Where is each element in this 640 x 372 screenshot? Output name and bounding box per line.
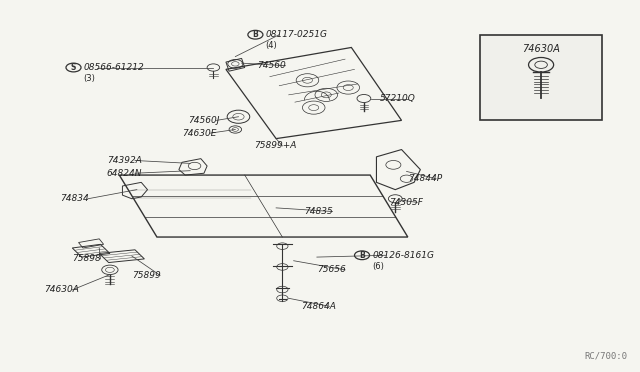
Text: 74560: 74560 (257, 61, 286, 70)
Text: 75899: 75899 (132, 271, 161, 280)
Text: 74560J: 74560J (188, 116, 220, 125)
Text: 08126-8161G: 08126-8161G (372, 251, 434, 260)
Text: RC/700:0: RC/700:0 (584, 352, 627, 361)
Text: (6): (6) (372, 262, 384, 271)
Text: S: S (71, 63, 76, 72)
Text: 74392A: 74392A (107, 156, 141, 165)
Text: 74834: 74834 (60, 194, 88, 203)
Text: 08566-61212: 08566-61212 (84, 63, 144, 72)
Bar (480, 35, 602, 121)
Text: 75899+A: 75899+A (254, 141, 296, 150)
Text: 74305F: 74305F (389, 198, 423, 207)
Text: 74864A: 74864A (301, 302, 336, 311)
Text: 75656: 75656 (317, 265, 346, 274)
Text: 74835: 74835 (305, 207, 333, 216)
Text: 74844P: 74844P (408, 174, 442, 183)
Text: 57210Q: 57210Q (380, 94, 415, 103)
Text: 64824N: 64824N (107, 169, 142, 178)
Text: B: B (359, 251, 365, 260)
Text: (3): (3) (84, 74, 95, 83)
Text: 08117-0251G: 08117-0251G (266, 30, 328, 39)
Text: B: B (253, 30, 259, 39)
Text: (4): (4) (266, 41, 277, 50)
Text: 74630E: 74630E (182, 129, 216, 138)
Text: 74630A: 74630A (522, 44, 560, 54)
Text: 75898: 75898 (72, 254, 101, 263)
Text: 74630A: 74630A (44, 285, 79, 294)
